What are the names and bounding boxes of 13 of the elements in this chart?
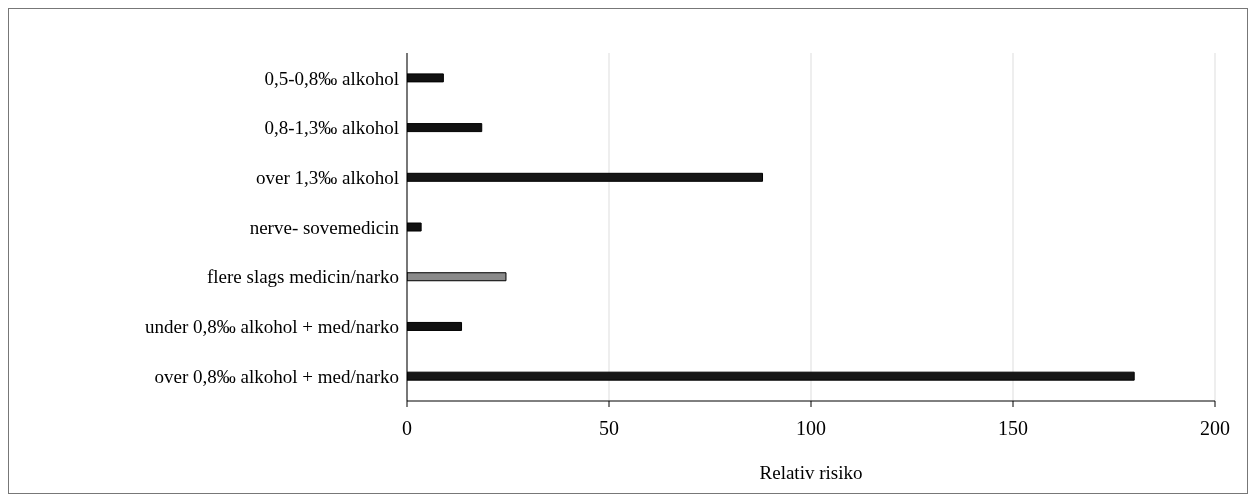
- y-tick-label: flere slags medicin/narko: [206, 266, 399, 288]
- x-tick-label: 0: [402, 417, 412, 440]
- y-tick-label: under 0,8‰ alkohol + med/narko: [145, 316, 399, 338]
- y-tick-label: nerve- sovemedicin: [249, 216, 400, 238]
- x-axis-title: Relativ risiko: [759, 462, 863, 483]
- y-tick-label: over 0,8‰ alkohol + med/narko: [154, 365, 399, 387]
- x-tick-label: 150: [998, 417, 1028, 440]
- x-tick-label: 100: [796, 417, 826, 440]
- x-tick-label: 200: [1200, 417, 1230, 440]
- y-tick-label: over 1,3‰ alkohol: [255, 167, 399, 189]
- y-tick-label: 0,5-0,8‰ alkohol: [264, 67, 399, 89]
- y-tick-label: 0,8-1,3‰ alkohol: [264, 117, 399, 139]
- x-tick-label: 50: [599, 417, 619, 440]
